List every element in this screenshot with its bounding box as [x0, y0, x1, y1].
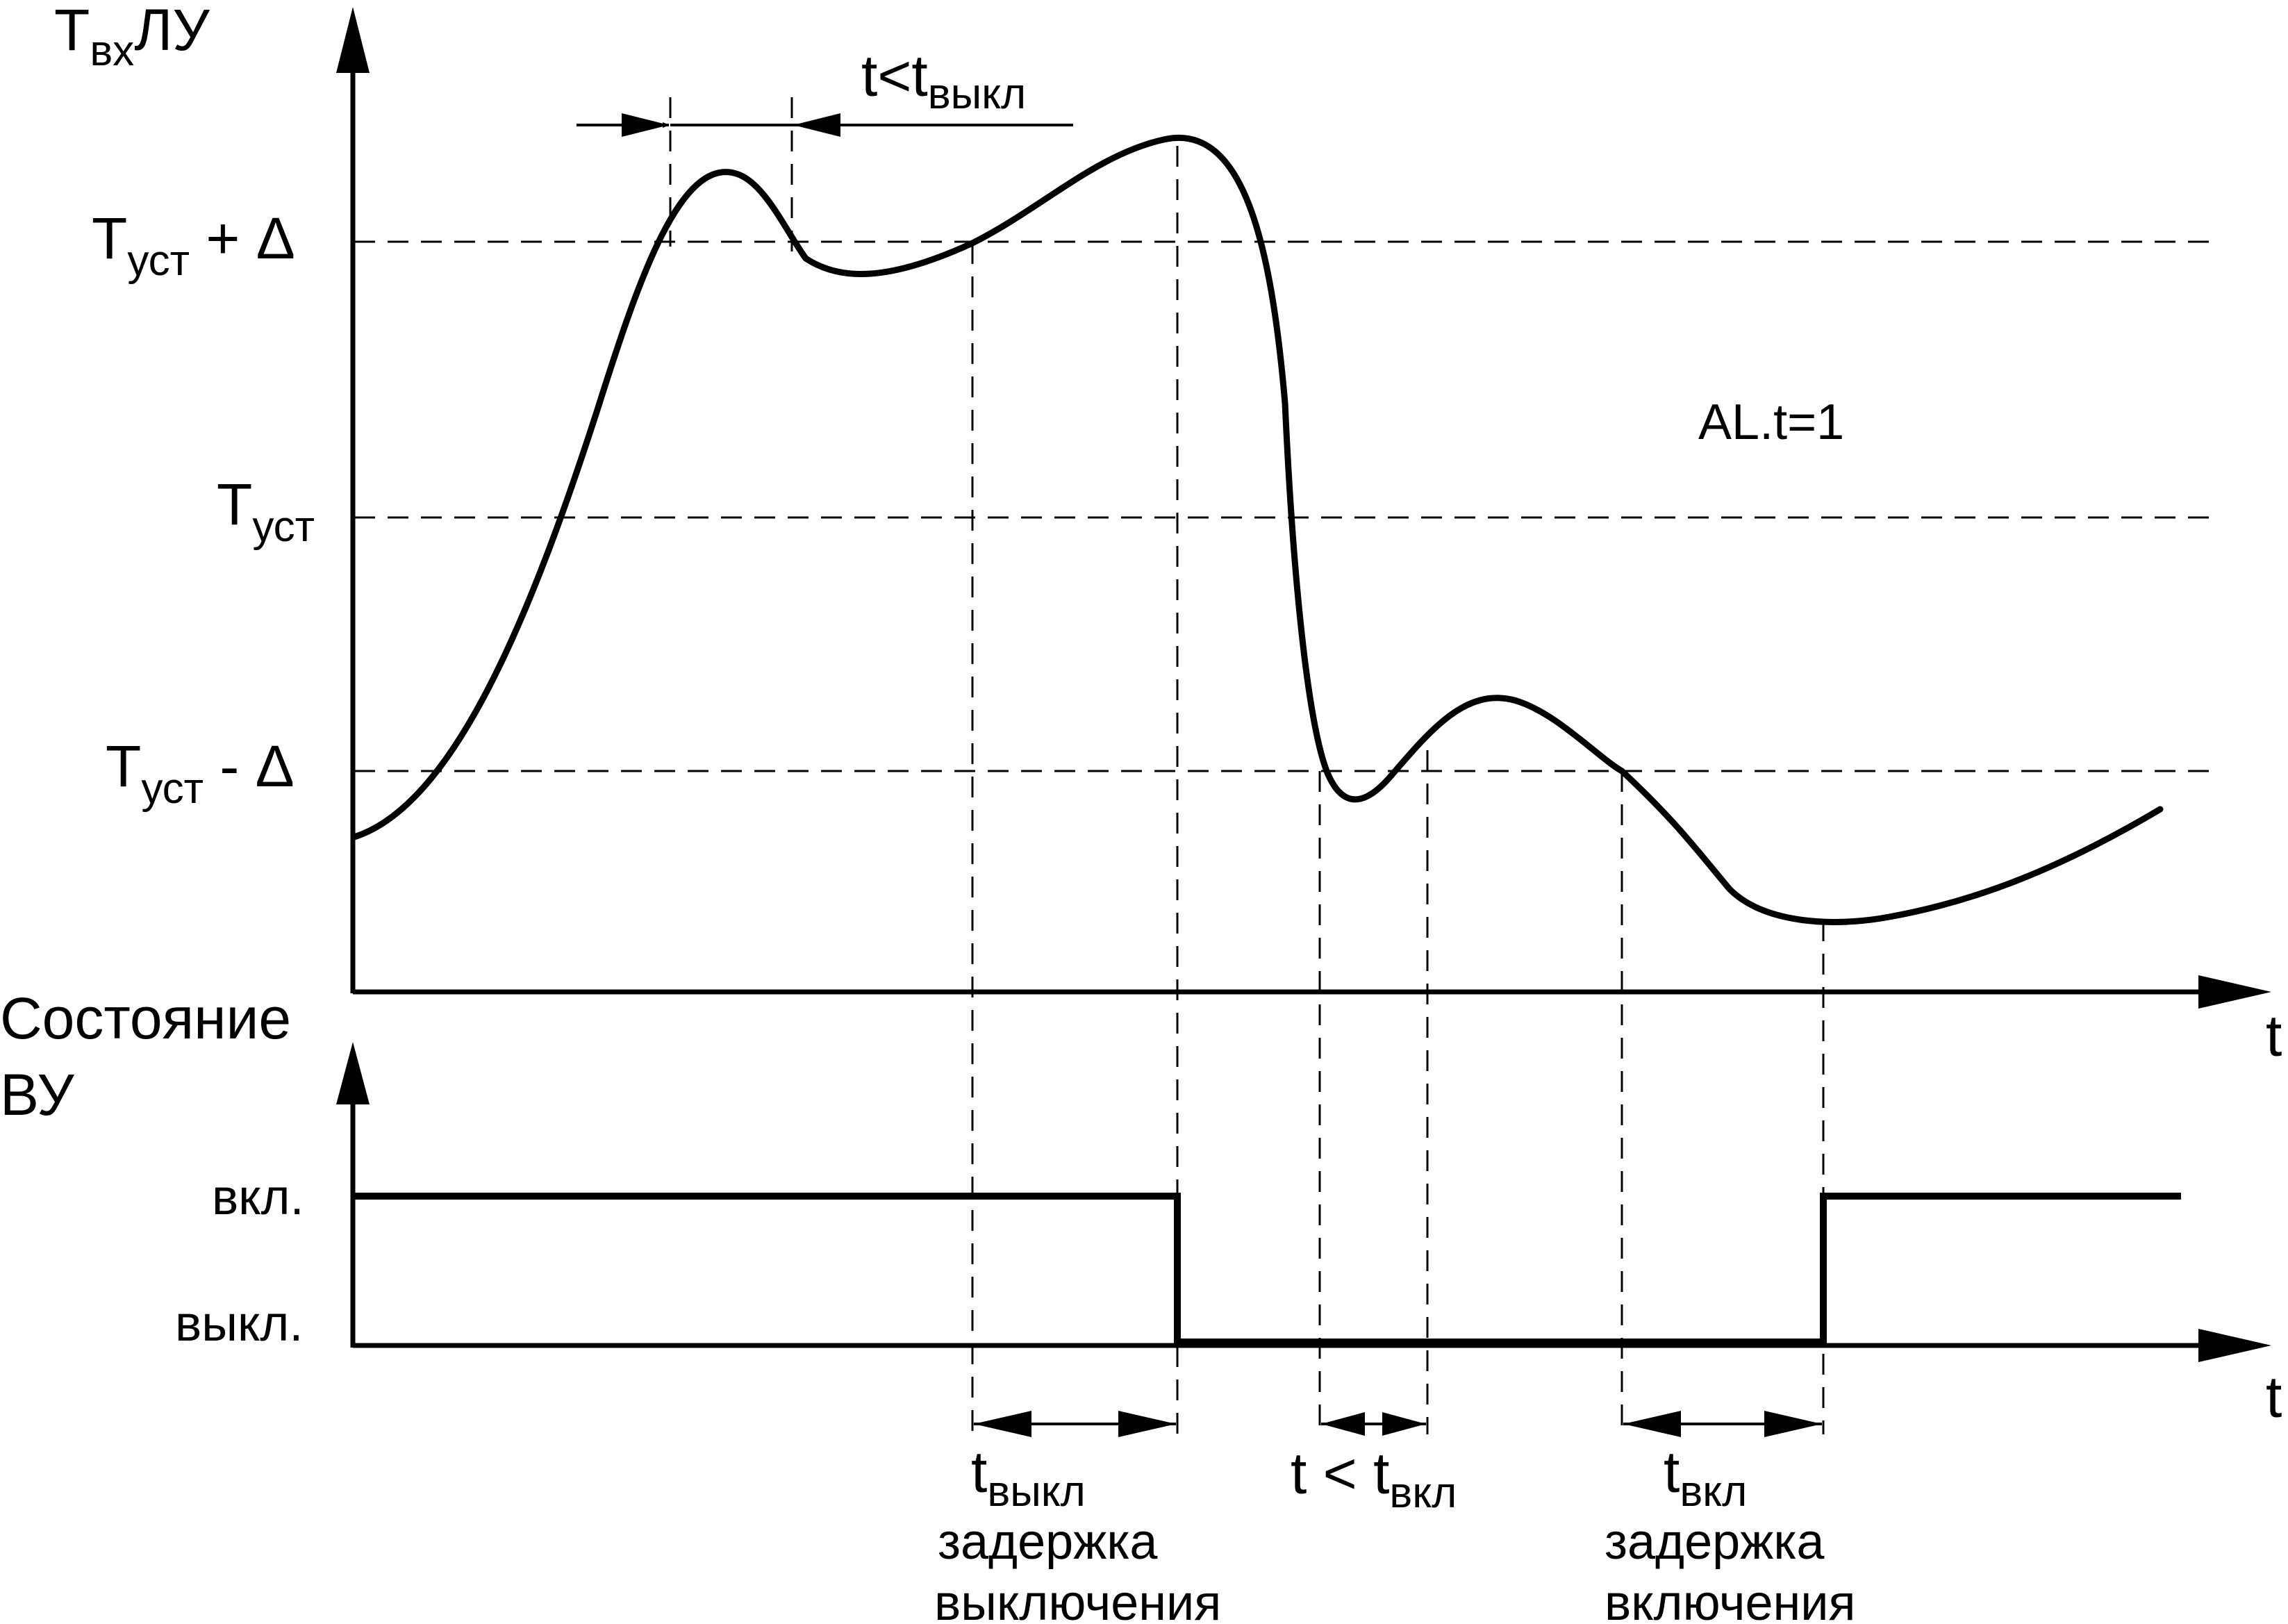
top-interval-label: t<tвыкл: [861, 43, 1026, 118]
short-on-arrow-right: [1382, 1412, 1426, 1436]
bottom-y-axis-label-line1: Состояние: [0, 986, 291, 1051]
top-x-axis-arrow: [2198, 975, 2271, 1009]
level-label-lower: Tуст - Δ: [106, 734, 295, 813]
off-delay-caption-1: задержка: [938, 1514, 1158, 1570]
top-x-axis-label: t: [2266, 1003, 2282, 1068]
off-delay-arrow-left: [974, 1411, 1031, 1437]
mode-label: AL.t=1: [1698, 395, 1844, 450]
bottom-y-axis-label-line2: ВУ: [0, 1062, 74, 1127]
level-label-upper: Tуст + Δ: [92, 206, 295, 285]
top-y-axis-arrow: [336, 7, 370, 73]
off-delay-label: tвыкл: [971, 1439, 1086, 1516]
bottom-x-axis-arrow: [2198, 1329, 2271, 1362]
top-interval-left-arrowhead: [622, 113, 669, 137]
short-on-arrow-left: [1321, 1412, 1365, 1436]
off-delay-caption-2: выключения: [934, 1575, 1221, 1624]
state-on-label: вкл.: [212, 1170, 304, 1225]
state-off-label: выкл.: [175, 1296, 303, 1352]
top-y-axis-label: TвхЛУ: [54, 0, 210, 75]
bottom-x-axis-label: t: [2266, 1364, 2282, 1430]
level-label-setpoint: Tуст: [217, 472, 315, 551]
output-state-waveform: [353, 1193, 2181, 1345]
input-signal-curve: [351, 134, 2164, 925]
bottom-y-axis-arrow: [336, 1042, 370, 1104]
top-interval-right-arrowhead: [793, 113, 840, 137]
on-delay-caption-1: задержка: [1605, 1514, 1825, 1570]
off-delay-arrow-right: [1118, 1411, 1176, 1437]
on-delay-label: tвкл: [1664, 1439, 1747, 1516]
interval-annotations: tвыкл задержка выключения t < tвкл tвкл …: [934, 1411, 1856, 1624]
on-delay-caption-2: включения: [1605, 1575, 1856, 1624]
short-on-label: t < tвкл: [1291, 1441, 1457, 1517]
on-delay-arrow-left: [1623, 1411, 1681, 1437]
top-chart: TвхЛУ Tуст + Δ Tуст Tуст - Δ t<tвыкл AL.…: [54, 0, 2282, 1434]
on-delay-arrow-right: [1764, 1411, 1822, 1437]
bottom-chart: Состояние ВУ вкл. выкл. t: [0, 986, 2282, 1430]
